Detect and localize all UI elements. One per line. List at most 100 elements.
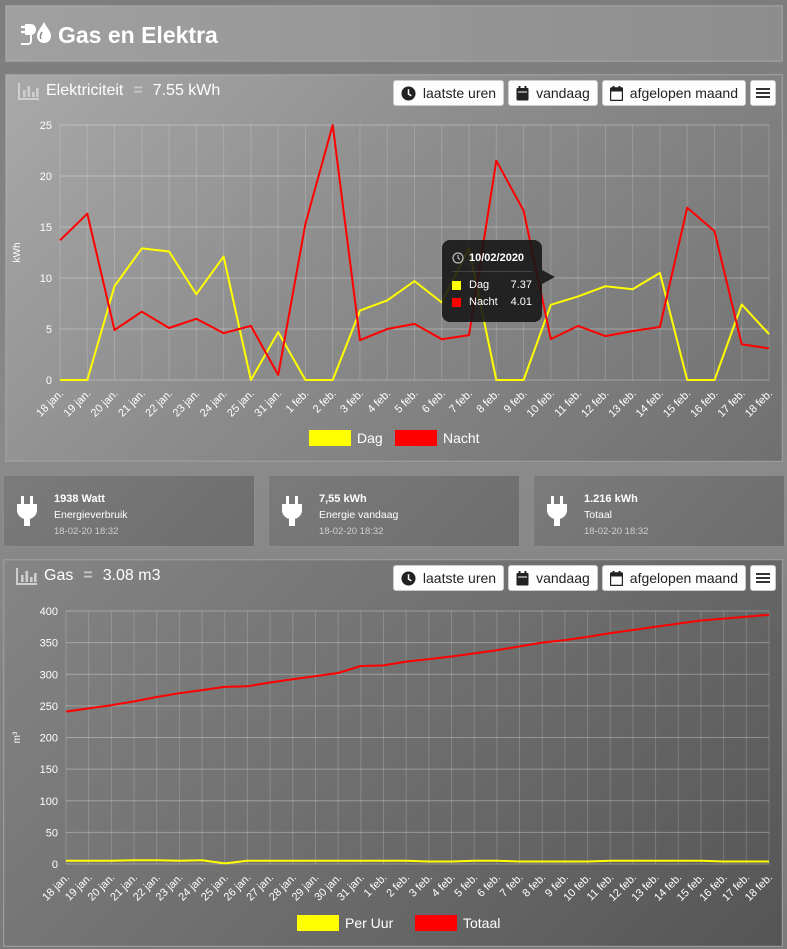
electricity-recent-label: laatste uren <box>422 85 497 101</box>
gas-legend-swatch <box>297 915 339 931</box>
gas-today-button[interactable]: vandaag <box>508 565 598 591</box>
tooltip-row-dag: Dag 7.37 <box>452 279 532 291</box>
info-card-today: 7,55 kWh Energie vandaag 18-02-20 18:32 <box>268 475 520 547</box>
calendar-icon <box>609 570 623 586</box>
gas-legend-swatch <box>415 915 457 931</box>
bar-chart-icon <box>18 83 39 100</box>
clock-icon <box>401 570 416 586</box>
elec-legend-label: Nacht <box>443 430 480 446</box>
elec-ytick-label: 0 <box>46 375 52 387</box>
elec-ytick-label: 5 <box>46 324 52 336</box>
tooltip-row-name: Nacht <box>469 296 498 308</box>
info-label: Energieverbruik <box>54 509 128 521</box>
gas-today-label: vandaag <box>536 570 590 586</box>
tooltip-row-value: 4.01 <box>510 296 532 308</box>
elec-ylabel: kWh <box>12 243 23 263</box>
elec-ytick-label: 15 <box>40 222 52 234</box>
elec-series-nacht <box>59 124 770 376</box>
chart-tooltip: 10/02/2020 Dag 7.37 Nacht 4.01 <box>442 240 555 322</box>
bar-chart-icon <box>16 568 37 585</box>
info-value: 7,55 kWh <box>319 493 367 505</box>
tooltip-swatch-dag <box>452 280 461 290</box>
gas-series-per-uur <box>66 859 769 865</box>
gas-ytick-label: 0 <box>52 859 58 871</box>
electricity-label: Elektriciteit <box>46 82 124 99</box>
gas-ylabel: m³ <box>12 731 23 743</box>
gas-recent-button[interactable]: laatste uren <box>392 565 505 591</box>
electricity-toolbar: laatste uren vandaag afgelopen maand <box>392 80 776 106</box>
elec-ytick-label: 20 <box>40 171 52 183</box>
gas-value: 3.08 m3 <box>102 567 161 584</box>
calendar-icon <box>609 85 623 101</box>
calendar-icon <box>516 570 529 585</box>
electricity-menu-button[interactable] <box>750 80 776 106</box>
tooltip-row-name: Dag <box>469 279 490 291</box>
header-bar: Gas en Elektra <box>5 5 783 62</box>
elec-series-dag <box>60 247 770 381</box>
gas-ytick-label: 150 <box>40 764 58 776</box>
plug-drop-icon <box>21 22 51 45</box>
calendar-icon <box>516 85 529 100</box>
gas-label: Gas <box>44 567 74 584</box>
gas-xtick-label: 8 feb. <box>520 872 548 900</box>
tooltip-arrow <box>542 270 555 284</box>
elec-legend-swatch <box>395 430 437 446</box>
gas-xtick-label: 2 feb. <box>384 872 412 900</box>
electricity-value: 7.55 kWh <box>152 82 221 99</box>
equals-icon: = <box>133 82 143 99</box>
gas-toolbar: laatste uren vandaag afgelopen maand <box>392 565 776 591</box>
page-title: Gas en Elektra <box>58 22 218 48</box>
gas-xtick-label: 7 feb. <box>498 872 526 900</box>
gas-legend-label: Per Uur <box>345 915 394 931</box>
tooltip-row-value: 7.37 <box>510 279 532 291</box>
gas-ytick-label: 250 <box>40 701 58 713</box>
gas-month-label: afgelopen maand <box>629 570 738 586</box>
electricity-recent-button[interactable]: laatste uren <box>392 80 505 106</box>
gas-ytick-label: 350 <box>40 638 58 650</box>
gas-legend-label: Totaal <box>463 915 500 931</box>
info-card-total: 1.216 kWh Totaal 18-02-20 18:32 <box>533 475 785 547</box>
clock-icon <box>401 85 416 101</box>
gas-menu-button[interactable] <box>750 565 776 591</box>
gas-recent-label: laatste uren <box>422 570 497 586</box>
plug-icon <box>546 496 568 526</box>
elec-ytick-label: 25 <box>40 120 52 132</box>
tooltip-row-nacht: Nacht 4.01 <box>452 296 532 308</box>
gas-ytick-label: 50 <box>46 827 58 839</box>
gas-xtick-label: 4 feb. <box>430 872 458 900</box>
gas-ytick-label: 400 <box>40 606 58 618</box>
gas-xtick-label: 3 feb. <box>407 872 435 900</box>
gas-ytick-label: 200 <box>40 733 58 745</box>
gas-title: Gas = 3.08 m3 <box>16 567 161 585</box>
info-value: 1.216 kWh <box>584 493 638 505</box>
menu-icon <box>756 573 770 583</box>
gas-series-totaal <box>65 613 770 713</box>
gas-month-button[interactable]: afgelopen maand <box>601 565 746 591</box>
plug-icon <box>281 496 303 526</box>
plug-icon <box>16 496 38 526</box>
electricity-title: Elektriciteit = 7.55 kWh <box>18 82 220 100</box>
info-value: 1938 Watt <box>54 493 105 505</box>
tooltip-swatch-nacht <box>452 297 461 307</box>
electricity-month-button[interactable]: afgelopen maand <box>601 80 746 106</box>
electricity-panel: Elektriciteit = 7.55 kWh laatste uren va… <box>5 74 783 462</box>
equals-icon: = <box>83 567 93 584</box>
gas-ytick-label: 300 <box>40 669 58 681</box>
gas-ytick-label: 100 <box>40 796 58 808</box>
tooltip-divider <box>452 271 532 272</box>
gas-xtick-label: 5 feb. <box>452 872 480 900</box>
info-card-power: 1938 Watt Energieverbruik 18-02-20 18:32 <box>3 475 255 547</box>
elec-ytick-label: 10 <box>40 273 52 285</box>
elec-legend-label: Dag <box>357 430 383 446</box>
electricity-today-button[interactable]: vandaag <box>508 80 598 106</box>
menu-icon <box>756 88 770 98</box>
info-timestamp: 18-02-20 18:32 <box>319 526 384 537</box>
gas-xtick-label: 1 feb. <box>362 872 390 900</box>
info-label: Energie vandaag <box>319 509 399 521</box>
info-timestamp: 18-02-20 18:32 <box>54 526 119 537</box>
info-label: Totaal <box>584 509 613 521</box>
gas-xtick-label: 6 feb. <box>475 872 503 900</box>
clock-icon <box>452 252 464 264</box>
